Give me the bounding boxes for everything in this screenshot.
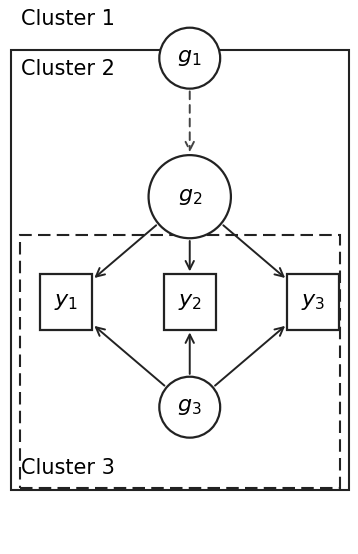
Text: Cluster 2: Cluster 2 — [21, 59, 115, 79]
Text: $g_{3}$: $g_{3}$ — [178, 397, 202, 417]
Text: $g_{1}$: $g_{1}$ — [178, 48, 202, 68]
Text: Cluster 3: Cluster 3 — [21, 458, 115, 478]
Text: $g_{2}$: $g_{2}$ — [178, 187, 202, 207]
Bar — [40, 274, 92, 330]
Bar — [287, 274, 339, 330]
Bar — [20, 235, 340, 488]
Text: Cluster 1: Cluster 1 — [21, 9, 115, 29]
Text: $y_{3}$: $y_{3}$ — [301, 292, 325, 312]
Ellipse shape — [159, 28, 220, 89]
Bar — [11, 50, 349, 490]
Bar — [164, 274, 216, 330]
Text: $y_{1}$: $y_{1}$ — [54, 292, 78, 312]
Text: $y_{2}$: $y_{2}$ — [178, 292, 202, 312]
Ellipse shape — [149, 155, 231, 238]
Ellipse shape — [159, 377, 220, 438]
